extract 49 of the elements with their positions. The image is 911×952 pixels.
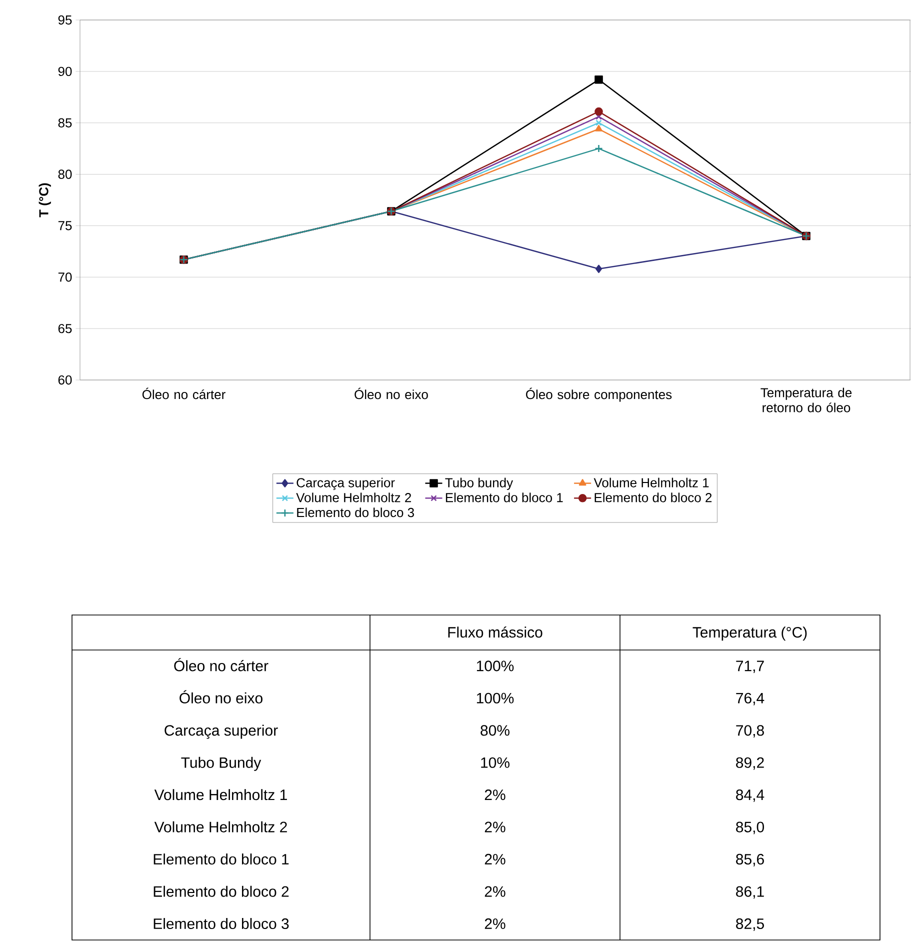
text: Temperatura (°C) (692, 626, 807, 641)
legend-label: Volume Helmholtz 1 (594, 478, 709, 488)
text: 10% (481, 757, 510, 768)
y-tick-label: 60 (58, 375, 72, 385)
text: 76,4 (736, 692, 764, 706)
text: Carcaça superior (164, 724, 278, 739)
text: Volume Helmholtz 2 (154, 821, 287, 832)
y-axis-title: T (°C) (38, 183, 51, 218)
text: 86,1 (736, 886, 764, 899)
text: 85,6 (736, 854, 764, 866)
text: 2% (484, 790, 506, 800)
text: 2% (484, 918, 506, 929)
text: Fluxo mássico (448, 626, 542, 638)
x-tick-label: Óleo no cárter (142, 388, 226, 400)
text: 70,8 (736, 725, 764, 738)
x-tick-label: Óleo no eixo (354, 388, 428, 400)
legend-label: Carcaça superior (296, 478, 395, 490)
text: 84,4 (736, 790, 764, 802)
y-tick-label: 65 (58, 324, 72, 334)
y-tick-label: 80 (58, 170, 72, 179)
legend-label: Elemento do bloco 1 (446, 492, 563, 502)
x-tick-label: Óleo sobre componentes (526, 388, 672, 402)
y-tick-label: 75 (58, 221, 72, 230)
text: Volume Helmholtz 1 (154, 789, 287, 800)
y-tick-label: 70 (58, 272, 72, 282)
text: 71,7 (736, 660, 764, 674)
legend-label: Tubo bundy (445, 478, 514, 490)
text: 80% (480, 725, 510, 736)
text: 100% (476, 660, 514, 672)
text: 2% (484, 886, 506, 897)
text: 100% (476, 692, 514, 704)
y-tick-label: 90 (58, 66, 72, 76)
text: 2% (484, 822, 506, 832)
text: 85,0 (736, 822, 764, 834)
text: Elemento do bloco 2 (154, 886, 289, 897)
x-tick-label: Temperatura de retorno do óleo (760, 388, 852, 412)
text: Elemento do bloco 3 (154, 918, 289, 930)
y-tick-label: 85 (58, 118, 72, 128)
legend-label: Elemento do bloco 2 (594, 492, 712, 502)
legend-label: Elemento do bloco 3 (297, 508, 414, 518)
text: 89,2 (736, 757, 764, 770)
text: 82,5 (736, 918, 764, 931)
legend-label: Volume Helmholtz 2 (296, 492, 412, 502)
y-tick-label: 95 (58, 15, 72, 25)
text: Tubo Bundy (181, 756, 262, 771)
text: Elemento do bloco 1 (154, 854, 289, 865)
text: Óleo no eixo (180, 690, 262, 704)
text: 2% (484, 854, 506, 864)
text: Óleo no cárter (174, 658, 268, 672)
